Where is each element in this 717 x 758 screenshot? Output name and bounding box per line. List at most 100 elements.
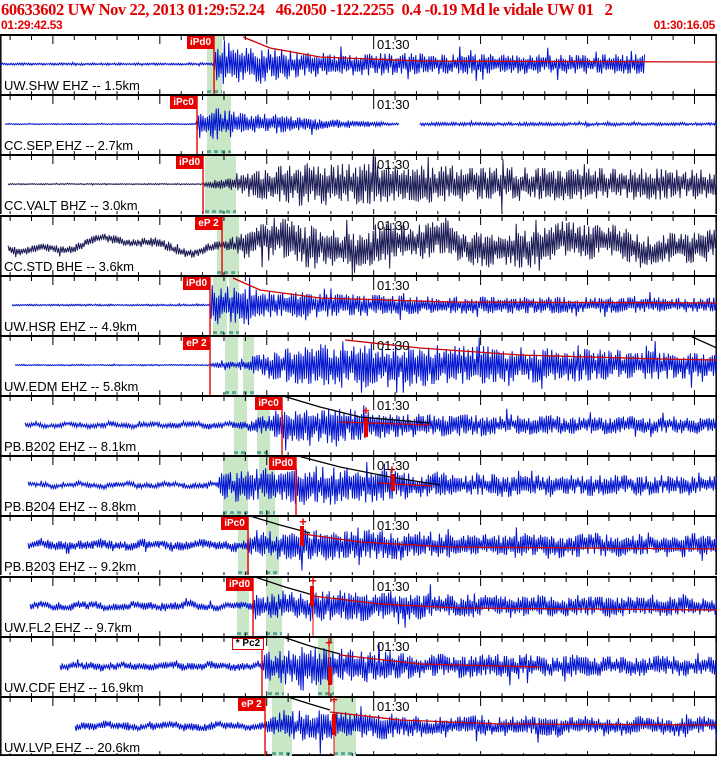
trace-panel-cc-std[interactable]: eP 2 01:30 CC.STD BHE -- 3.6km xyxy=(0,214,717,275)
coda-envelope-line xyxy=(377,482,433,487)
amplitude-bar-marker[interactable] xyxy=(300,526,305,547)
amplitude-bar-marker[interactable] xyxy=(328,666,333,685)
pick-flag[interactable]: iPd0 xyxy=(269,457,296,471)
trace-panel-cc-sep[interactable]: iPc0 01:30 CC.SEP EHZ -- 2.7km xyxy=(0,94,717,155)
amplitude-plus-marker[interactable]: + xyxy=(299,515,307,529)
station-label: UW.HSR EHZ -- 4.9km xyxy=(4,318,137,334)
seismogram-trace xyxy=(59,641,717,691)
seismogram-trace xyxy=(29,583,717,628)
station-label: CC.SEP EHZ -- 2.7km xyxy=(4,138,134,154)
station-label: UW.EDM EHZ -- 5.8km xyxy=(4,378,139,394)
coda-envelope-line xyxy=(339,421,431,426)
trace-panel-pb-b204[interactable]: + iPd0 01:30 PB.B204 EHZ -- 8.8km xyxy=(0,455,717,516)
panel-border xyxy=(0,635,717,638)
panel-border xyxy=(0,334,717,337)
pick-flag[interactable]: * Pc2 xyxy=(232,637,264,650)
pick-flag[interactable]: iPc0 xyxy=(221,517,248,531)
trace-panel-uw-lvp[interactable]: + eP 2 01:30 UW.LVP EHZ -- 20.6km xyxy=(0,695,717,756)
trace-waveform-plot: + xyxy=(0,455,717,516)
time-ticks xyxy=(9,637,717,696)
event-title: 60633602 UW Nov 22, 2013 01:29:52.24 46.… xyxy=(1,0,613,19)
time-ticks xyxy=(9,457,717,516)
minute-label: 01:30 xyxy=(377,398,410,413)
panel-border xyxy=(0,94,717,97)
pick-flag[interactable]: iPc0 xyxy=(255,397,282,410)
seismogram-trace xyxy=(4,108,717,140)
time-ticks xyxy=(9,697,717,756)
trace-waveform-plot xyxy=(0,334,717,395)
trace-waveform-plot xyxy=(0,94,717,155)
amplitude-bar-marker[interactable] xyxy=(363,417,368,437)
seismogram-trace xyxy=(11,277,717,325)
station-label: UW.CDF EHZ -- 16.9km xyxy=(4,679,144,695)
station-label: UW.LVP EHZ -- 20.6km xyxy=(4,739,141,755)
amplitude-plus-marker[interactable]: + xyxy=(330,696,338,707)
trace-panel-uw-shw[interactable]: iPd0 01:30 UW.SHW EHZ -- 1.5km xyxy=(0,34,717,95)
panel-border xyxy=(0,515,717,518)
pick-flag[interactable]: eP 2 xyxy=(195,216,222,230)
panel-border xyxy=(0,575,717,578)
seismogram-trace xyxy=(27,527,717,571)
minute-label: 01:30 xyxy=(377,217,410,233)
coda-envelope-line xyxy=(312,594,717,611)
amplitude-plus-marker[interactable]: + xyxy=(388,462,396,477)
time-ticks xyxy=(9,35,717,95)
coda-envelope-line xyxy=(339,654,540,668)
trace-waveform-plot xyxy=(0,154,717,215)
panel-border xyxy=(0,695,717,698)
minute-label: 01:30 xyxy=(377,578,410,594)
panel-border xyxy=(0,34,717,36)
trace-waveform-plot: + xyxy=(0,395,717,456)
pick-flag[interactable]: iPd0 xyxy=(176,156,203,170)
panel-border xyxy=(0,274,717,277)
pick-flag[interactable]: iPc0 xyxy=(170,96,197,110)
panel-border-bottom xyxy=(0,753,717,756)
header: 60633602 UW Nov 22, 2013 01:29:52.24 46.… xyxy=(0,0,717,34)
trace-panel-pb-b202[interactable]: + iPc0 01:30 PB.B202 EHZ -- 8.1km xyxy=(0,395,717,456)
seismogram-trace xyxy=(0,40,646,85)
pick-flag[interactable]: eP 2 xyxy=(183,336,210,350)
coda-fit-curve xyxy=(282,636,341,655)
trace-panel-cc-valt[interactable]: iPd0 01:30 CC.VALT BHZ -- 3.0km xyxy=(0,154,717,215)
pick-flag[interactable]: iPd0 xyxy=(187,36,214,49)
trace-waveform-plot xyxy=(0,214,717,275)
seismogram-trace xyxy=(74,705,717,754)
station-label: PB.B202 EHZ -- 8.1km xyxy=(4,439,137,455)
coda-fit-curve xyxy=(287,696,331,711)
seismogram-trace xyxy=(7,216,717,273)
pick-flag[interactable]: iPd0 xyxy=(183,276,210,290)
trace-waveform-plot: + xyxy=(0,695,717,756)
coda-envelope-line xyxy=(329,711,717,726)
time-ticks xyxy=(9,276,717,335)
amplitude-plus-marker[interactable]: + xyxy=(362,403,370,418)
amplitude-plus-marker[interactable]: + xyxy=(309,576,317,588)
trace-panel-uw-fl2[interactable]: + iPd0 01:30 UW.FL2 EHZ -- 9.7km xyxy=(0,575,717,636)
minute-label: 01:30 xyxy=(377,458,410,474)
window-start-time: 01:29:42.53 xyxy=(1,18,63,32)
station-label: PB.B204 EHZ -- 8.8km xyxy=(4,499,137,515)
minute-label: 01:30 xyxy=(377,337,410,353)
station-label: UW.FL2 EHZ -- 9.7km xyxy=(4,619,132,635)
trace-panel-pb-b203[interactable]: + iPc0 01:30 PB.B203 EHZ -- 9.2km xyxy=(0,515,717,576)
time-ticks xyxy=(9,577,717,636)
minute-label: 01:30 xyxy=(377,97,410,113)
panel-border xyxy=(0,154,717,157)
coda-fit-curve xyxy=(297,455,441,486)
station-label: UW.SHW EHZ -- 1.5km xyxy=(4,78,140,94)
amplitude-bar-marker[interactable] xyxy=(332,713,337,735)
amplitude-bar-marker[interactable] xyxy=(390,474,395,492)
trace-panel-uw-hsr[interactable]: iPd0 01:30 UW.HSR EHZ -- 4.9km xyxy=(0,274,717,335)
minute-label: 01:30 xyxy=(377,37,410,52)
trace-waveform-plot: + xyxy=(0,575,717,636)
trace-panel-uw-edm[interactable]: eP 2 01:30 UW.EDM EHZ -- 5.8km xyxy=(0,334,717,395)
pick-flag[interactable]: iPd0 xyxy=(226,577,253,591)
trace-panel-uw-cdf[interactable]: + * Pc2 01:30 UW.CDF EHZ -- 16.9km xyxy=(0,635,717,696)
coda-envelope-line xyxy=(344,339,717,361)
trace-waveform-plot: + xyxy=(0,635,717,696)
amplitude-plus-marker[interactable]: + xyxy=(325,636,333,650)
time-ticks xyxy=(9,96,717,155)
amplitude-bar-marker[interactable] xyxy=(310,585,315,606)
panel-border xyxy=(0,395,717,397)
pick-flag[interactable]: eP 2 xyxy=(238,697,265,711)
coda-fit-curve xyxy=(282,395,431,424)
